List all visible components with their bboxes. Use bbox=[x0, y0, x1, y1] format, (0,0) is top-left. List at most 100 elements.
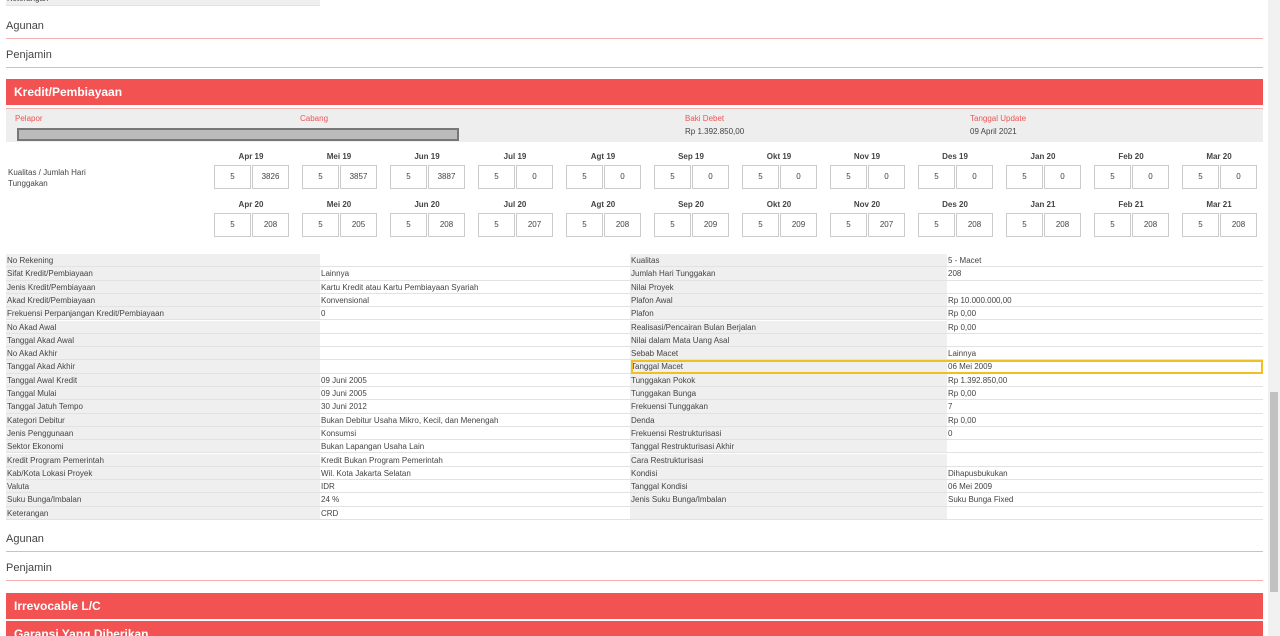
detail-label-cell: Sebab Macet bbox=[630, 347, 947, 361]
section-header[interactable]: Irrevocable L/C bbox=[6, 593, 1263, 619]
month-label: Mar 20 bbox=[1206, 152, 1232, 161]
kualitas-box: 5 bbox=[1094, 165, 1131, 189]
detail-label-cell: No Akad Awal bbox=[6, 320, 320, 334]
detail-value-cell: Bukan Lapangan Usaha Lain bbox=[320, 440, 630, 454]
kualitas-label: Kualitas / Jumlah Hari Tunggakan bbox=[8, 168, 86, 188]
hari-box: 0 bbox=[868, 165, 905, 189]
section-header[interactable]: Garansi Yang Diberikan bbox=[6, 621, 1263, 636]
hari-box: 0 bbox=[956, 165, 993, 189]
kualitas-box: 5 bbox=[1182, 213, 1219, 237]
detail-value-cell: Konsumsi bbox=[320, 426, 630, 441]
detail-value-cell: Rp 0,00 bbox=[947, 413, 1263, 427]
month-label: Feb 20 bbox=[1118, 152, 1144, 161]
hari-box: 0 bbox=[692, 165, 729, 189]
divider bbox=[6, 551, 1263, 552]
detail-label: Keterangan bbox=[7, 0, 48, 4]
divider bbox=[6, 38, 1263, 39]
detail-label-cell: Tunggakan Bunga bbox=[630, 387, 947, 401]
detail-label-cell: Suku Bunga/Imbalan bbox=[6, 493, 320, 507]
detail-value-cell: 0 bbox=[320, 307, 630, 321]
detail-label-cell: Denda bbox=[630, 413, 947, 427]
divider bbox=[6, 67, 1263, 68]
detail-label-cell: Jumlah Hari Tunggakan bbox=[630, 267, 947, 281]
kualitas-box: 5 bbox=[478, 165, 515, 189]
detail-label-cell: Kategori Debitur bbox=[6, 413, 320, 427]
kualitas-box: 5 bbox=[478, 213, 515, 237]
detail-value-cell bbox=[947, 440, 1263, 454]
kualitas-box: 5 bbox=[566, 213, 603, 237]
detail-value-cell: 09 Juni 2005 bbox=[320, 373, 630, 387]
section-header: Kredit/Pembiayaan bbox=[6, 79, 1263, 105]
detail-value-cell: Wil. Kota Jakarta Selatan bbox=[320, 466, 630, 481]
month-label: Jul 19 bbox=[503, 152, 527, 161]
kualitas-box: 5 bbox=[214, 165, 251, 189]
detail-label-cell: Jenis Suku Bunga/Imbalan bbox=[630, 493, 947, 507]
month-label: Des 20 bbox=[942, 200, 968, 209]
scrollbar-thumb[interactable] bbox=[1270, 392, 1278, 592]
section-link[interactable]: Agunan bbox=[6, 533, 44, 545]
detail-label-cell: Jenis Kredit/Pembiayaan bbox=[6, 280, 320, 294]
kualitas-box: 5 bbox=[742, 213, 779, 237]
month-label: Jun 19 bbox=[414, 152, 440, 161]
detail-value-cell: Dihapusbukukan bbox=[947, 466, 1263, 481]
month-label: Sep 20 bbox=[678, 200, 704, 209]
hari-box: 0 bbox=[1132, 165, 1169, 189]
detail-label-cell: Keterangan bbox=[6, 506, 320, 520]
detail-label-cell: Kab/Kota Lokasi Proyek bbox=[6, 466, 320, 481]
kualitas-box: 5 bbox=[390, 165, 427, 189]
detail-label-cell: Nilai Proyek bbox=[630, 280, 947, 294]
kualitas-box: 5 bbox=[918, 165, 955, 189]
hari-box: 207 bbox=[868, 213, 905, 237]
hari-box: 205 bbox=[340, 213, 377, 237]
detail-value-cell: Rp 0,00 bbox=[947, 387, 1263, 401]
detail-label-cell: Tanggal Mulai bbox=[6, 387, 320, 401]
detail-label-cell: Tanggal Akad Awal bbox=[6, 333, 320, 348]
hari-box: 209 bbox=[780, 213, 817, 237]
hari-box: 0 bbox=[516, 165, 553, 189]
detail-label-cell: Tanggal Kondisi bbox=[630, 480, 947, 494]
month-label: Mei 19 bbox=[326, 152, 352, 161]
detail-label-cell: Akad Kredit/Pembiayaan bbox=[6, 293, 320, 308]
hari-box: 0 bbox=[780, 165, 817, 189]
hari-box: 0 bbox=[1220, 165, 1257, 189]
detail-value-cell: 06 Mei 2009 bbox=[947, 480, 1263, 494]
detail-value-cell bbox=[947, 333, 1263, 348]
month-label: Nov 20 bbox=[853, 200, 881, 209]
kualitas-box: 5 bbox=[302, 165, 339, 189]
section-link[interactable]: Penjamin bbox=[6, 49, 52, 61]
month-label: Okt 20 bbox=[766, 200, 792, 209]
hari-box: 208 bbox=[1132, 213, 1169, 237]
kualitas-box: 5 bbox=[302, 213, 339, 237]
detail-value-cell: 30 Juni 2012 bbox=[320, 400, 630, 414]
month-label: Jun 20 bbox=[414, 200, 440, 209]
detail-label-cell: Jenis Penggunaan bbox=[6, 426, 320, 441]
detail-value-cell: CRD bbox=[320, 506, 630, 520]
hari-box: 3857 bbox=[340, 165, 377, 189]
kualitas-box: 5 bbox=[1006, 165, 1043, 189]
detail-value-cell: Suku Bunga Fixed bbox=[947, 493, 1263, 507]
kualitas-box: 5 bbox=[654, 165, 691, 189]
detail-value-cell bbox=[320, 347, 630, 361]
section-link[interactable]: Agunan bbox=[6, 20, 44, 32]
detail-label-cell: Tanggal Akad Akhir bbox=[6, 360, 320, 374]
detail-label-cell: Sifat Kredit/Pembiayaan bbox=[6, 267, 320, 281]
detail-label-cell: Plafon bbox=[630, 307, 947, 321]
detail-value-cell bbox=[947, 506, 1263, 520]
detail-label-cell bbox=[630, 506, 947, 520]
month-label: Jul 20 bbox=[503, 200, 527, 209]
detail-value-cell: 208 bbox=[947, 267, 1263, 281]
detail-label-cell: Nilai dalam Mata Uang Asal bbox=[630, 333, 947, 348]
detail-value-cell: Bukan Debitur Usaha Mikro, Kecil, dan Me… bbox=[320, 413, 630, 427]
section-link[interactable]: Penjamin bbox=[6, 562, 52, 574]
month-label: Sep 19 bbox=[678, 152, 704, 161]
kualitas-box: 5 bbox=[214, 213, 251, 237]
hari-box: 0 bbox=[1044, 165, 1081, 189]
detail-label-cell: Tanggal Awal Kredit bbox=[6, 373, 320, 387]
hari-box: 208 bbox=[956, 213, 993, 237]
month-label: Nov 19 bbox=[853, 152, 881, 161]
detail-value-cell: Rp 0,00 bbox=[947, 320, 1263, 334]
detail-label-cell: Realisasi/Pencairan Bulan Berjalan bbox=[630, 320, 947, 334]
kualitas-box: 5 bbox=[918, 213, 955, 237]
detail-value-cell: Rp 1.392.850,00 bbox=[947, 373, 1263, 387]
